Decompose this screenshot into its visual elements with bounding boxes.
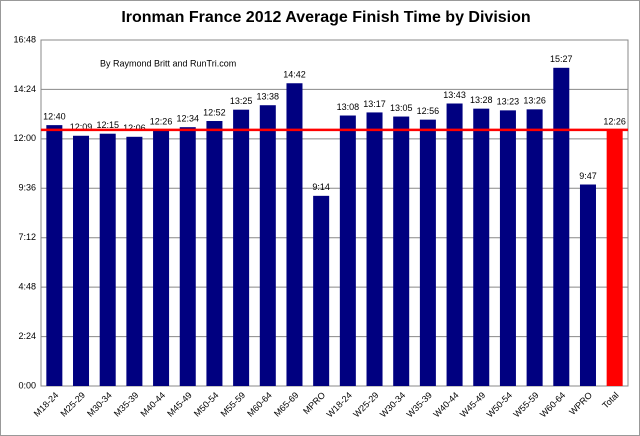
- bar: [473, 108, 490, 387]
- value-label: 9:14: [312, 182, 330, 192]
- value-label: 13:38: [257, 92, 280, 102]
- bar: [553, 67, 570, 386]
- bar: [286, 83, 303, 386]
- bar: [46, 125, 63, 386]
- plot-frame: [40, 39, 629, 387]
- y-tick-label: 4:48: [18, 282, 36, 292]
- y-tick-label: 0:00: [18, 380, 36, 390]
- bar: [499, 110, 516, 386]
- bar: [606, 129, 623, 386]
- value-label: 12:34: [176, 114, 199, 124]
- y-tick-label: 2:24: [18, 331, 36, 341]
- value-label: 13:25: [230, 96, 253, 106]
- bar: [579, 184, 596, 386]
- bar: [99, 133, 116, 386]
- bar: [313, 195, 330, 386]
- value-label: 13:23: [497, 97, 520, 107]
- value-label: 9:47: [579, 171, 597, 181]
- bar: [233, 109, 250, 387]
- bar: [446, 103, 463, 386]
- bar: [393, 116, 410, 387]
- value-label: 13:17: [363, 99, 386, 109]
- value-label: 13:28: [470, 95, 493, 105]
- value-label: 13:05: [390, 103, 413, 113]
- y-tick-label: 7:12: [18, 232, 36, 242]
- bar: [153, 129, 170, 386]
- value-label: 15:27: [550, 54, 573, 64]
- y-tick-label: 12:00: [13, 133, 36, 143]
- annotation: By Raymond Britt and RunTri.com: [100, 58, 236, 68]
- value-label: 12:26: [603, 116, 626, 126]
- value-label: 12:56: [417, 106, 440, 116]
- value-label: 14:42: [283, 70, 306, 80]
- value-label: 12:09: [70, 122, 93, 132]
- bar: [419, 119, 436, 386]
- value-label: 12:26: [150, 116, 173, 126]
- y-tick-label: 16:48: [13, 34, 36, 44]
- bar: [339, 115, 356, 387]
- bar: [259, 105, 276, 386]
- bar: [73, 135, 90, 386]
- value-label: 13:26: [523, 96, 546, 106]
- value-label: 12:15: [96, 120, 119, 130]
- value-label: 12:40: [43, 112, 66, 122]
- chart-title: Ironman France 2012 Average Finish Time …: [121, 9, 530, 26]
- bar: [366, 112, 383, 387]
- y-tick-label: 9:36: [18, 183, 36, 193]
- y-tick-label: 14:24: [13, 84, 36, 94]
- bar: [126, 136, 143, 386]
- bar: [179, 127, 196, 386]
- bar: [526, 109, 543, 386]
- value-label: 13:08: [337, 102, 360, 112]
- bar: [206, 121, 223, 386]
- value-label: 12:52: [203, 107, 226, 117]
- value-label: 12:06: [123, 123, 146, 133]
- value-label: 13:43: [443, 90, 466, 100]
